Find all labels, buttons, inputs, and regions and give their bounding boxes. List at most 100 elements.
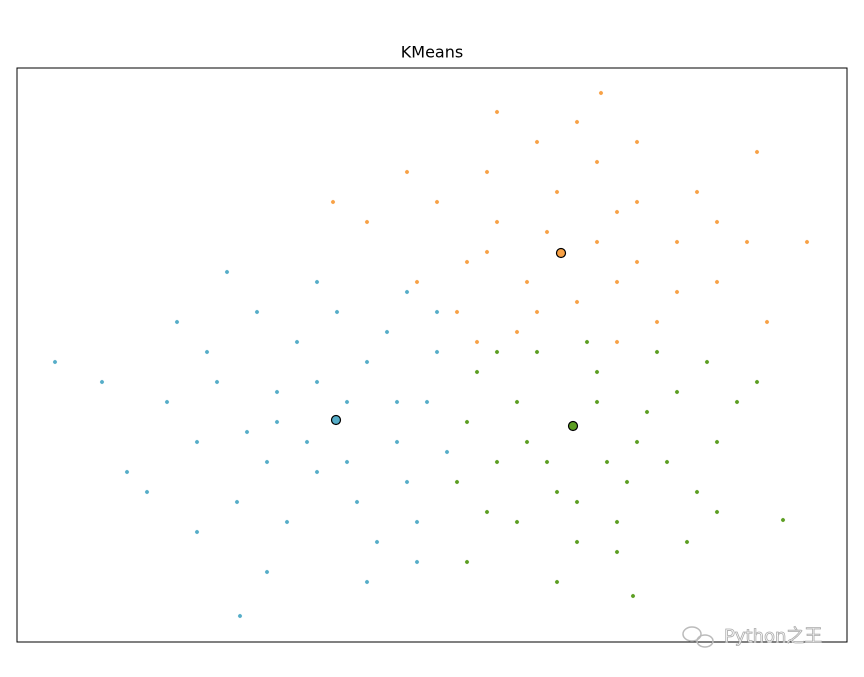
point bbox=[630, 593, 636, 599]
cluster-center bbox=[567, 420, 579, 432]
point bbox=[714, 219, 720, 225]
point bbox=[804, 239, 810, 245]
point bbox=[99, 379, 105, 385]
point bbox=[534, 349, 540, 355]
point bbox=[234, 499, 240, 505]
point bbox=[624, 479, 630, 485]
point bbox=[464, 259, 470, 265]
point bbox=[330, 199, 336, 205]
point bbox=[254, 309, 260, 315]
point bbox=[604, 459, 610, 465]
point bbox=[484, 509, 490, 515]
point bbox=[314, 469, 320, 475]
point bbox=[394, 439, 400, 445]
point bbox=[404, 169, 410, 175]
point bbox=[754, 379, 760, 385]
point bbox=[384, 329, 390, 335]
point bbox=[574, 539, 580, 545]
point bbox=[414, 279, 420, 285]
point bbox=[464, 559, 470, 565]
point bbox=[244, 429, 250, 435]
point bbox=[634, 439, 640, 445]
point bbox=[194, 439, 200, 445]
point bbox=[194, 529, 200, 535]
point bbox=[524, 279, 530, 285]
point bbox=[374, 539, 380, 545]
point bbox=[204, 349, 210, 355]
point bbox=[714, 279, 720, 285]
point bbox=[614, 339, 620, 345]
point bbox=[264, 569, 270, 575]
point bbox=[52, 359, 58, 365]
plot-frame bbox=[16, 67, 848, 643]
point bbox=[664, 459, 670, 465]
chart-title: KMeans bbox=[401, 43, 463, 62]
point bbox=[594, 369, 600, 375]
point bbox=[364, 579, 370, 585]
point bbox=[534, 139, 540, 145]
point bbox=[674, 389, 680, 395]
point bbox=[354, 499, 360, 505]
point bbox=[144, 489, 150, 495]
point bbox=[494, 109, 500, 115]
point bbox=[744, 239, 750, 245]
point bbox=[514, 399, 520, 405]
point bbox=[237, 613, 243, 619]
point bbox=[444, 449, 450, 455]
watermark-icon bbox=[682, 626, 714, 648]
point bbox=[314, 379, 320, 385]
point bbox=[514, 329, 520, 335]
point bbox=[434, 349, 440, 355]
point bbox=[294, 339, 300, 345]
point bbox=[554, 189, 560, 195]
point bbox=[174, 319, 180, 325]
point bbox=[434, 309, 440, 315]
point bbox=[614, 279, 620, 285]
point bbox=[764, 319, 770, 325]
point bbox=[574, 119, 580, 125]
point bbox=[224, 269, 230, 275]
point bbox=[474, 369, 480, 375]
point bbox=[124, 469, 130, 475]
point bbox=[414, 519, 420, 525]
point bbox=[494, 459, 500, 465]
point bbox=[634, 139, 640, 145]
point bbox=[494, 219, 500, 225]
point bbox=[164, 399, 170, 405]
point bbox=[780, 517, 786, 523]
point bbox=[734, 399, 740, 405]
points bbox=[52, 90, 810, 619]
point bbox=[694, 489, 700, 495]
point bbox=[694, 189, 700, 195]
point bbox=[574, 499, 580, 505]
point bbox=[474, 339, 480, 345]
point bbox=[264, 459, 270, 465]
point bbox=[344, 459, 350, 465]
point bbox=[484, 249, 490, 255]
point bbox=[364, 219, 370, 225]
point bbox=[714, 439, 720, 445]
point bbox=[424, 399, 430, 405]
cluster-center bbox=[555, 247, 567, 259]
point bbox=[364, 359, 370, 365]
point bbox=[464, 419, 470, 425]
point bbox=[704, 359, 710, 365]
point bbox=[454, 309, 460, 315]
point bbox=[644, 409, 650, 415]
point bbox=[654, 319, 660, 325]
point bbox=[584, 339, 590, 345]
point bbox=[754, 149, 760, 155]
point bbox=[284, 519, 290, 525]
point bbox=[634, 199, 640, 205]
point bbox=[454, 479, 460, 485]
point bbox=[544, 229, 550, 235]
point bbox=[314, 279, 320, 285]
point bbox=[614, 519, 620, 525]
point bbox=[574, 299, 580, 305]
point bbox=[214, 379, 220, 385]
point bbox=[614, 549, 620, 555]
point bbox=[544, 459, 550, 465]
point bbox=[344, 399, 350, 405]
